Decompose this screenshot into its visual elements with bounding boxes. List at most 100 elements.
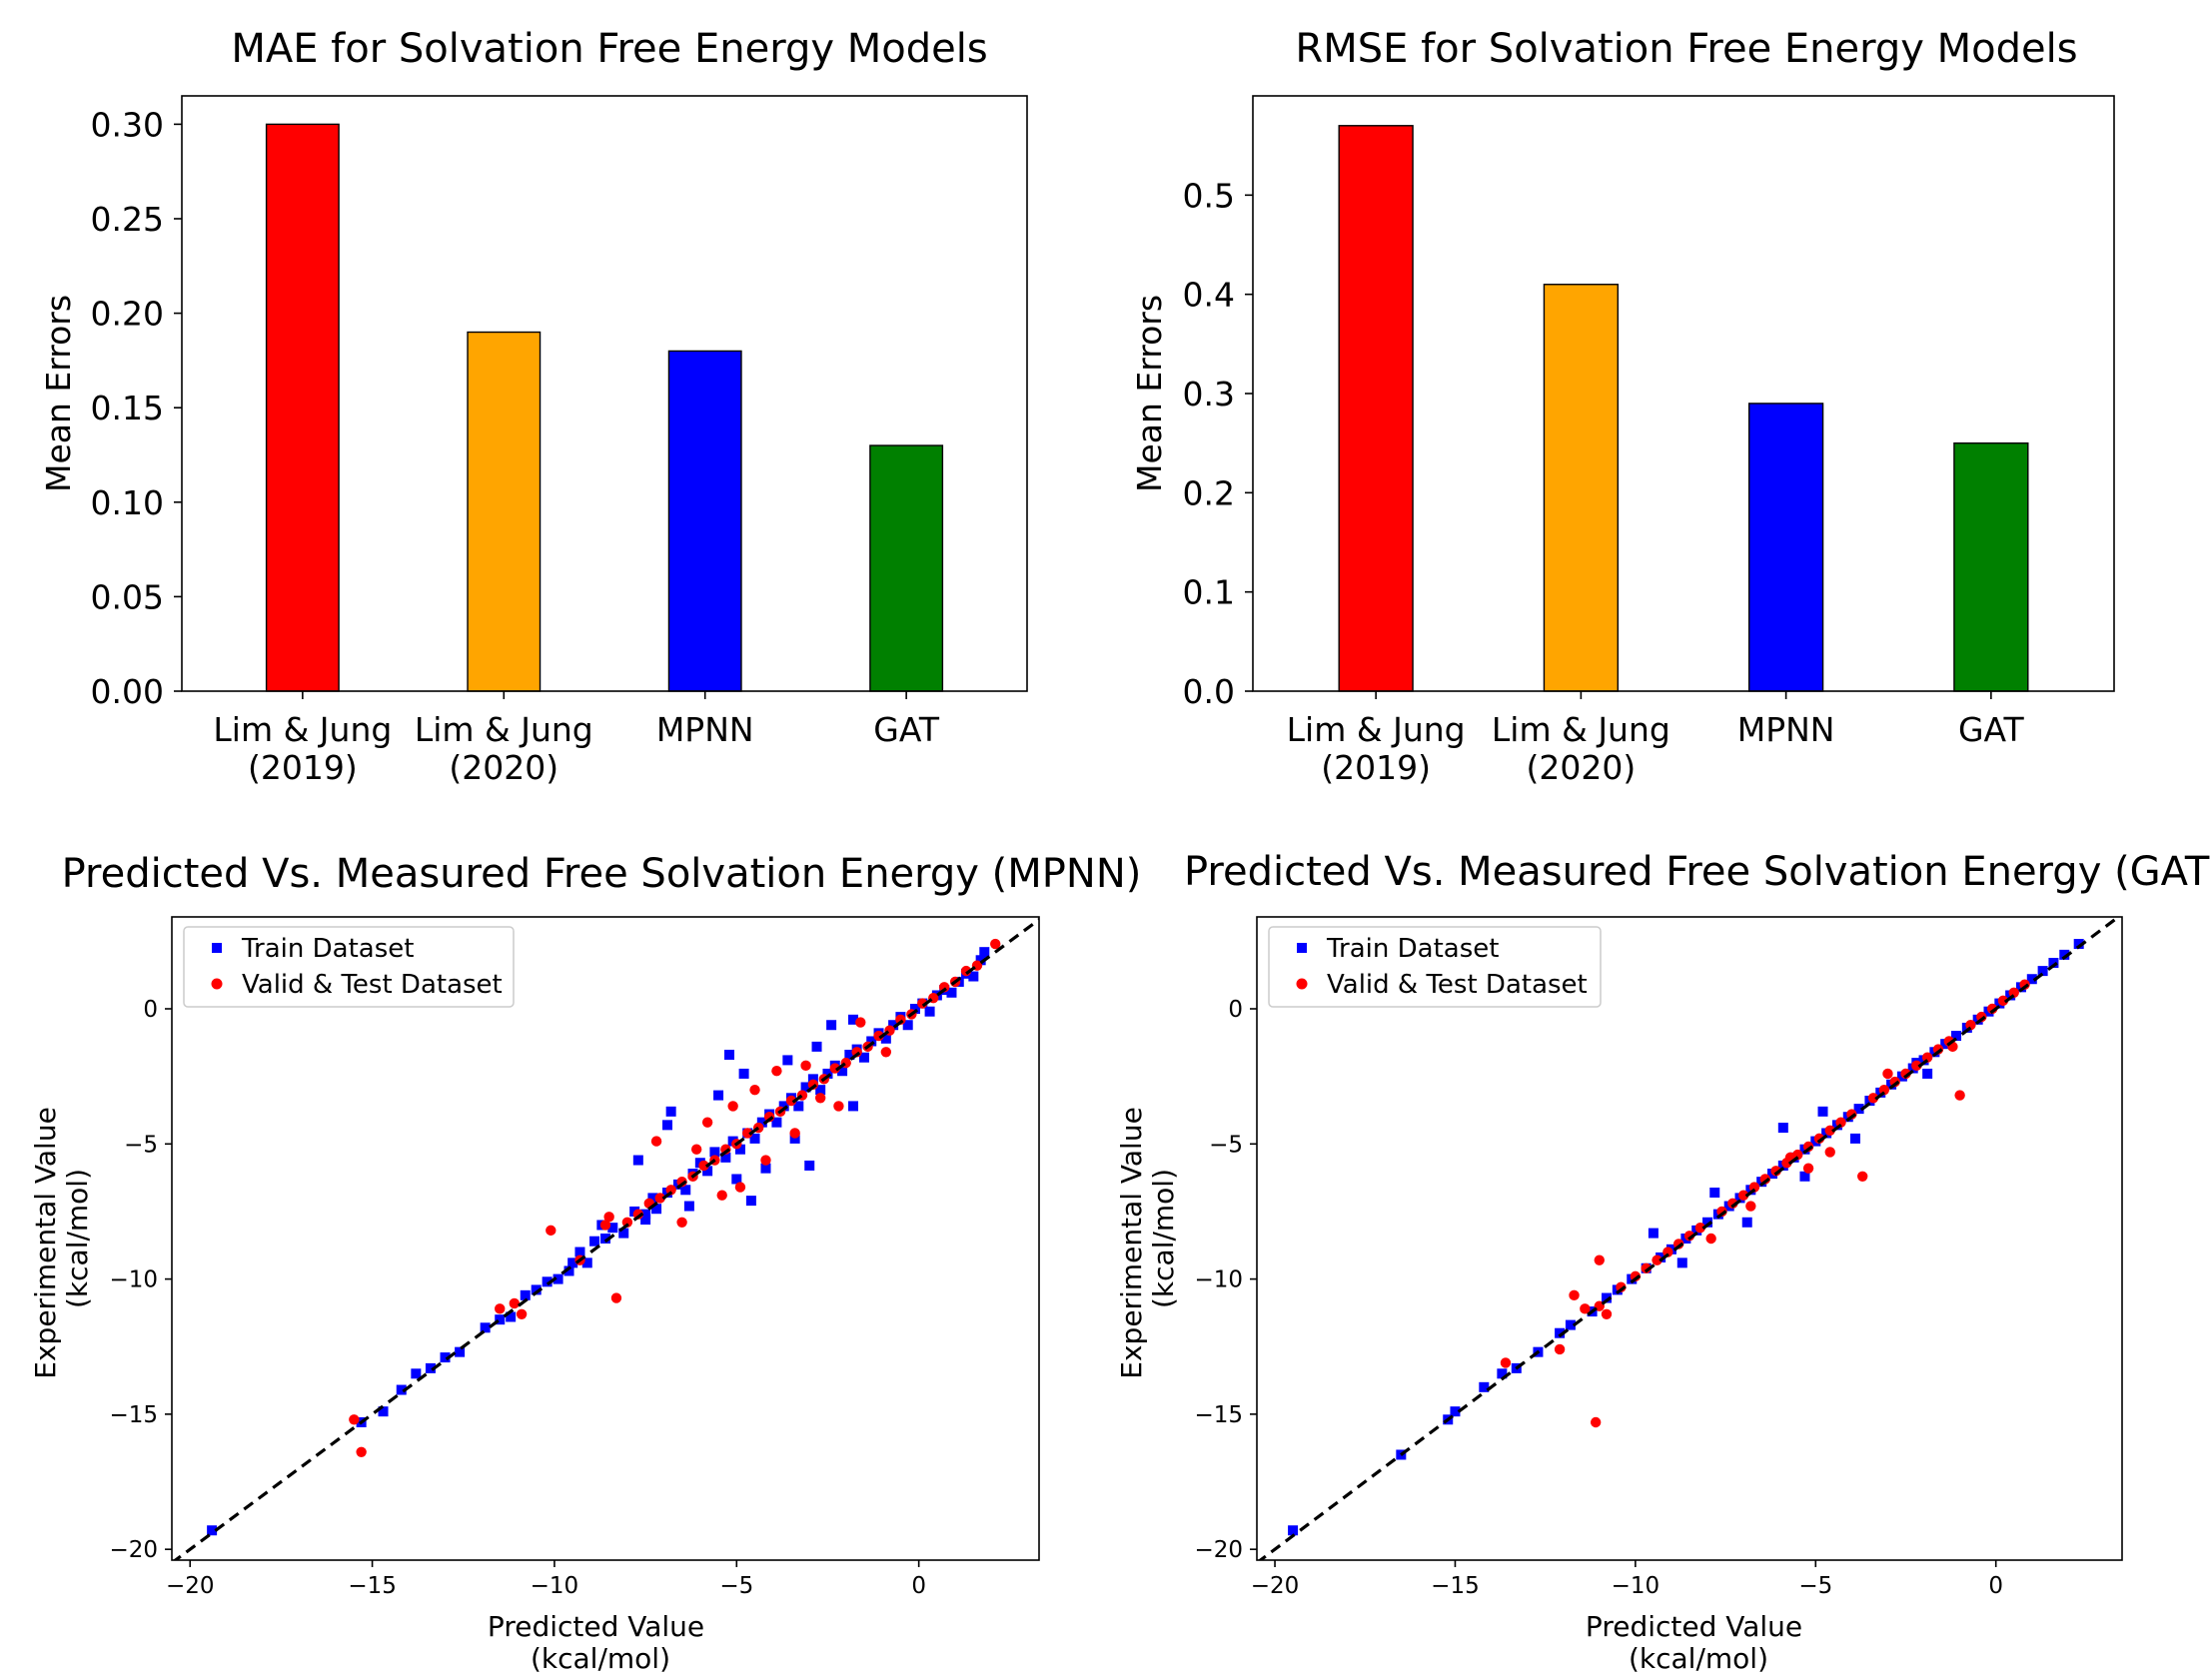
- plot-frame: [171, 916, 1040, 1561]
- valid-test-point: [771, 1066, 782, 1077]
- train-point: [756, 1117, 767, 1128]
- valid-test-point: [1965, 1020, 1976, 1031]
- x-tick-label-line: GAT: [873, 710, 940, 749]
- train-point: [968, 971, 979, 982]
- valid-test-point: [1662, 1247, 1673, 1257]
- train-point: [793, 1101, 804, 1112]
- x-tick-label: GAT: [1958, 710, 2025, 749]
- valid-test-point: [1601, 1308, 1613, 1319]
- valid-test-point: [1835, 1117, 1846, 1128]
- axis-ticks: Lim & Jung (2019)Lim & Jung (2020)MPNN GAT0…: [1183, 176, 2025, 787]
- valid-test-point: [356, 1446, 367, 1457]
- mpnn-scatter-chart: Predicted Vs. Measured Free Solvation En…: [29, 851, 1141, 1675]
- train-point: [1853, 1104, 1864, 1115]
- y-tick-label: −10: [1194, 1267, 1243, 1293]
- x-tick-label-line: MPNN: [656, 710, 754, 749]
- mae-bar-chart: MAE for Solvation Free Energy Models Lim…: [39, 26, 1028, 787]
- valid-test-point: [1824, 1125, 1835, 1136]
- valid-test-point: [1554, 1343, 1566, 1355]
- train-point: [207, 1525, 218, 1536]
- gat-scatter-chart: Predicted Vs. Measured Free Solvation En…: [1115, 849, 2212, 1675]
- bar-group: [1338, 125, 2029, 692]
- valid-test-point: [654, 1193, 665, 1204]
- valid-test-point: [676, 1217, 687, 1228]
- x-axis-label-line: Predicted Value: [1586, 1610, 1802, 1643]
- x-axis-label-line: (kcal/mol): [1629, 1642, 1768, 1675]
- train-point: [683, 1201, 694, 1212]
- valid-test-point: [1857, 1171, 1868, 1182]
- y-axis-label: Mean Errors: [39, 295, 78, 492]
- y-axis-label-line: Experimental Value: [1115, 1107, 1148, 1379]
- x-tick-label: 0: [911, 1573, 926, 1599]
- train-point: [1450, 1406, 1461, 1417]
- train-point: [771, 1117, 782, 1128]
- train-point: [640, 1209, 651, 1220]
- chart-title: Predicted Vs. Measured Free Solvation En…: [1184, 849, 2212, 895]
- y-tick-label: 0: [1228, 997, 1243, 1023]
- train-point: [1602, 1292, 1613, 1303]
- train-point: [807, 1074, 818, 1085]
- axis-ticks: −20 −15 −10 −5 0 −20 −15 −10 −5 0: [109, 997, 926, 1599]
- legend-box: [1268, 926, 1602, 1008]
- train-point: [455, 1346, 466, 1357]
- train-point: [1565, 1319, 1576, 1330]
- y-tick-label: −5: [1209, 1132, 1243, 1158]
- valid-test-point: [1745, 1201, 1756, 1212]
- bar: [667, 350, 742, 692]
- y-axis-label-line: (kcal/mol): [1147, 1169, 1180, 1308]
- valid-test-point: [516, 1308, 528, 1319]
- y-tick-label: 0.25: [91, 200, 164, 239]
- train-point: [880, 1033, 891, 1044]
- train-point: [789, 1133, 800, 1144]
- valid-test-point: [610, 1292, 622, 1303]
- train-point: [574, 1247, 585, 1257]
- x-axis-label-line: (kcal/mol): [531, 1642, 670, 1675]
- x-tick-label-line: GAT: [1958, 710, 2025, 749]
- legend-box: [183, 926, 515, 1008]
- chart-title: Predicted Vs. Measured Free Solvation En…: [62, 851, 1142, 897]
- train-point: [680, 1185, 691, 1196]
- legend-label: Train Dataset: [1326, 934, 1499, 964]
- valid-test-point: [833, 1101, 844, 1112]
- train-point: [662, 1120, 672, 1131]
- train-point: [910, 1004, 920, 1014]
- valid-test-point: [509, 1297, 521, 1309]
- train-point: [520, 1289, 531, 1300]
- train-point: [411, 1368, 422, 1379]
- train-point: [1288, 1525, 1299, 1536]
- valid-test-point: [760, 1155, 771, 1166]
- train-point: [531, 1284, 542, 1295]
- train-point: [713, 1090, 724, 1101]
- train-point: [589, 1236, 600, 1247]
- valid-test-point: [665, 1185, 676, 1196]
- y-tick-label: −10: [109, 1267, 158, 1293]
- train-point: [1817, 1106, 1828, 1117]
- train-point: [902, 1020, 913, 1031]
- train-point: [506, 1311, 517, 1322]
- x-tick-label-line: Lim & Jung: [213, 710, 392, 749]
- y-tick-label: −5: [124, 1132, 158, 1158]
- valid-test-point: [1748, 1182, 1760, 1193]
- y-tick-label: −20: [109, 1537, 158, 1563]
- x-tick-label-line: (2020): [449, 748, 558, 787]
- train-point: [731, 1174, 742, 1185]
- valid-test-point: [349, 1414, 360, 1425]
- train-point: [440, 1352, 451, 1363]
- valid-test-point: [880, 1047, 892, 1058]
- train-point: [745, 1196, 756, 1207]
- valid-test-point: [1911, 1060, 1922, 1072]
- x-tick-label: Lim & Jung (2019): [1287, 710, 1466, 787]
- rmse-bar-chart: RMSE for Solvation Free Energy Models Li…: [1130, 26, 2115, 787]
- bar: [1338, 125, 1414, 692]
- y-tick-label: 0.10: [91, 483, 164, 522]
- identity-line: [1257, 917, 2122, 1560]
- valid-test-point: [650, 1136, 662, 1147]
- y-tick-label: 0.3: [1183, 375, 1235, 414]
- x-tick-label: GAT: [873, 710, 940, 749]
- valid-test-point: [621, 1217, 633, 1228]
- y-tick-label: 0.0: [1183, 672, 1235, 711]
- train-point: [1709, 1188, 1720, 1198]
- train-point: [848, 1101, 858, 1112]
- train-point: [480, 1322, 491, 1333]
